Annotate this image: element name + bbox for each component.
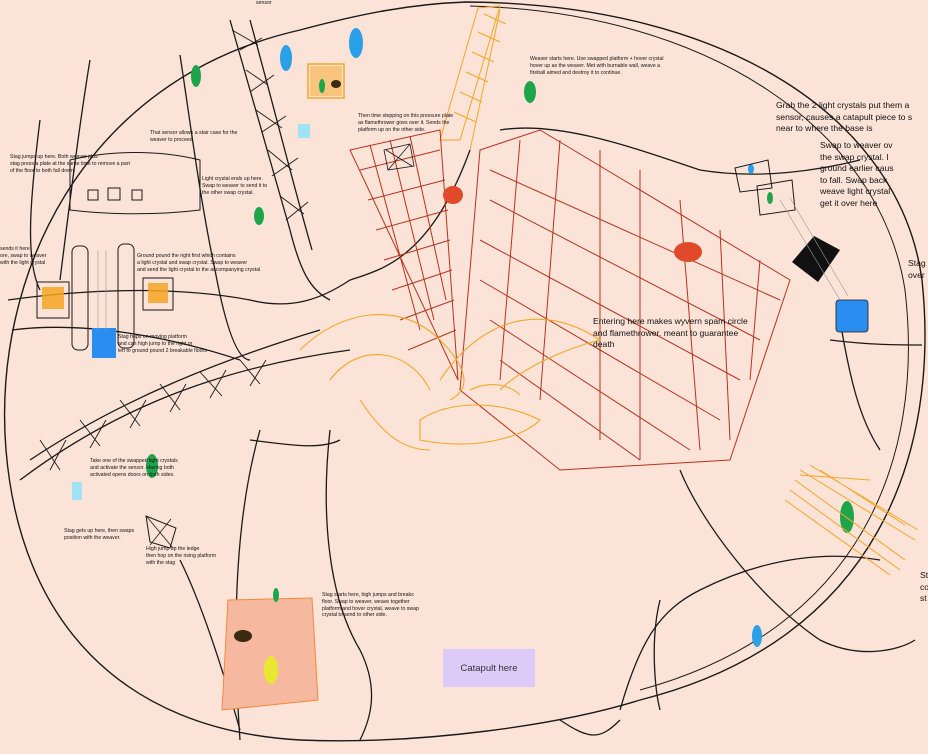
arena-outline-inner [469,5,909,691]
note-grab-crystals: Grab the 2 light crystals put them a sen… [776,100,913,134]
note-light-crystal-ends: Light crystal ends up here. Swap to weav… [202,176,268,196]
note-swap-weaver: Swap to weaver ov the swap crystal. I gr… [820,140,894,208]
crystals [72,28,869,684]
black-crystal [792,236,840,282]
note-ground-pound: Ground pound the right first which conta… [137,253,261,273]
note-high-jump: High jump up the ledge then hop on the r… [146,546,217,566]
note-weaver-starts: Weaver starts here. Use swapped platform… [530,56,664,76]
hatched-corridor-upper [231,29,309,221]
note-stag-gets-up: Stag gets up here, then swaps position w… [64,528,135,541]
orange-scribble [784,464,919,576]
note-time-stepping: Then time stepping on this pressure plat… [358,113,454,133]
note-stair-sensor: That sensor allows a stair case for the … [150,130,238,143]
note-st-co: St co st [920,570,928,604]
red-grid-areas [349,129,791,471]
note-stag-over: Stag over [908,258,926,280]
note-sends-it-here: sends it here ore, swap to weaver with t… [0,246,47,266]
right-boxes [734,159,796,216]
note-stag-jumps: Stag jumps up here. Both weaver plus sta… [10,154,130,174]
arena-outline [3,1,926,742]
pressure-plates [146,143,415,549]
catapult-sticky-note[interactable]: Catapult here [443,649,535,687]
note-sensor-top: sensor [256,0,272,6]
room-walls [7,19,923,741]
platform-boxes [36,152,201,549]
note-stag-hops: Stag hops on moving platform and can hig… [118,334,207,354]
guide-lines [97,197,849,330]
orange-corridor [439,5,507,151]
wyvern-sketch [299,313,602,451]
note-stag-starts: Stag starts here, high jumps and breaks … [322,592,419,619]
orange-crates [42,63,345,711]
hatched-corridor-lower [39,359,267,471]
note-take-crystal: Take one of the swapped light crystals a… [90,458,178,478]
note-entering: Entering here makes wyvern spam circle a… [593,316,748,350]
